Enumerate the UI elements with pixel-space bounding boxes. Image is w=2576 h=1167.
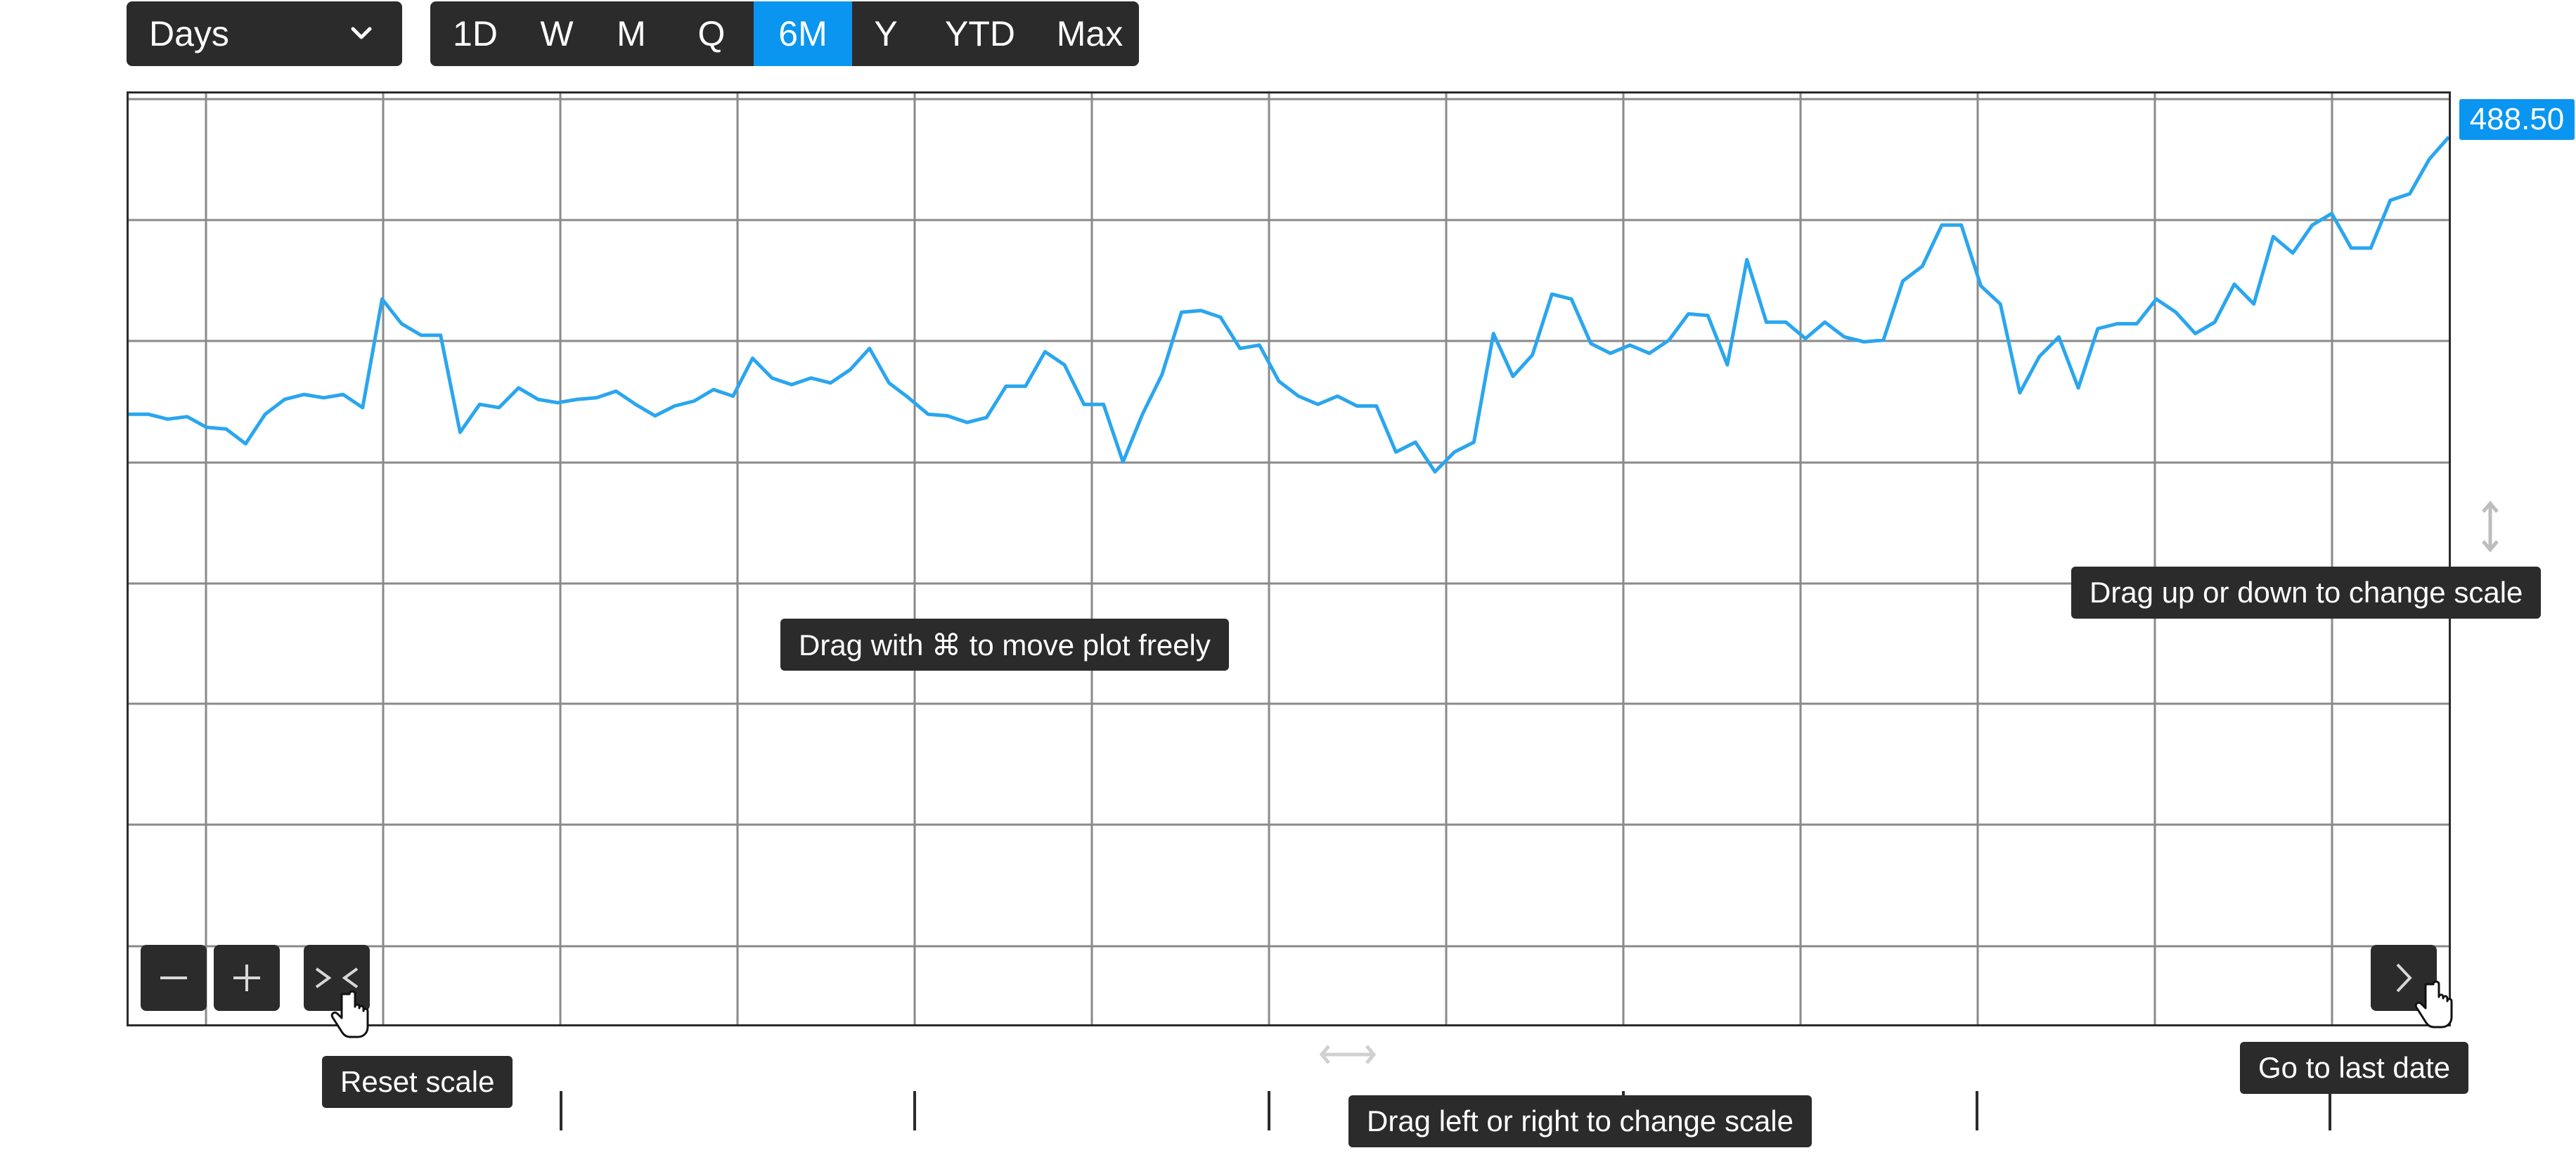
- x-scale-tooltip: Drag left or right to change scale: [1348, 1095, 1812, 1147]
- range-button-1d[interactable]: 1D: [430, 1, 520, 66]
- range-label: Max: [1056, 14, 1123, 53]
- range-button-w[interactable]: W: [520, 1, 593, 66]
- interval-select[interactable]: Days: [127, 1, 402, 66]
- price-chart: [129, 94, 2449, 1024]
- move-plot-tooltip: Drag with ⌘ to move plot freely: [780, 619, 1229, 671]
- tooltip-text: Reset scale: [340, 1065, 495, 1098]
- reset-scale-tooltip: Reset scale: [322, 1056, 513, 1108]
- last-price-value: 488.50: [2469, 102, 2565, 136]
- zoom-out-button[interactable]: [141, 945, 207, 1011]
- range-button-ytd[interactable]: YTD: [920, 1, 1041, 66]
- range-label: 6M: [778, 14, 827, 53]
- chevron-down-icon: [351, 27, 372, 39]
- range-label: Y: [874, 14, 898, 53]
- range-button-y[interactable]: Y: [852, 1, 920, 66]
- range-label: YTD: [945, 14, 1015, 53]
- range-selector: 1D W M Q 6M Y YTD Max: [430, 1, 1139, 66]
- hand-cursor-icon: [2414, 980, 2453, 1029]
- hand-cursor-icon: [330, 990, 369, 1038]
- x-axis-tick: [560, 1091, 562, 1130]
- reset-scale-button[interactable]: [304, 945, 370, 1011]
- x-axis-tick: [2329, 1091, 2331, 1130]
- tooltip-text: Drag left or right to change scale: [1367, 1104, 1793, 1137]
- zoom-in-button[interactable]: [214, 945, 280, 1011]
- x-axis-tick: [1976, 1091, 1978, 1130]
- last-date-tooltip: Go to last date: [2240, 1042, 2469, 1094]
- tooltip-text: Go to last date: [2258, 1051, 2451, 1084]
- minus-icon: [160, 976, 187, 979]
- last-price-label: 488.50: [2459, 99, 2575, 140]
- interval-select-value: Days: [149, 14, 229, 53]
- horizontal-resize-icon[interactable]: [1319, 1040, 1377, 1069]
- range-label: 1D: [453, 14, 498, 53]
- tooltip-text: Drag with ⌘ to move plot freely: [799, 628, 1211, 662]
- x-axis-tick: [1268, 1091, 1270, 1130]
- reset-scale-icon: [315, 967, 359, 988]
- vertical-resize-icon[interactable]: [2476, 501, 2504, 553]
- range-button-m[interactable]: M: [593, 1, 669, 66]
- chevron-right-icon: [2396, 963, 2412, 993]
- x-axis-tick: [913, 1091, 916, 1130]
- plot-area[interactable]: [127, 91, 2451, 1026]
- price-line: [129, 136, 2449, 474]
- range-label: W: [540, 14, 574, 53]
- tooltip-text: Drag up or down to change scale: [2089, 576, 2523, 609]
- range-label: M: [617, 14, 646, 53]
- y-scale-tooltip: Drag up or down to change scale: [2071, 567, 2542, 619]
- range-label: Q: [697, 14, 726, 53]
- range-button-max[interactable]: Max: [1041, 1, 1139, 66]
- range-button-6m[interactable]: 6M: [754, 1, 852, 66]
- range-button-q[interactable]: Q: [669, 1, 754, 66]
- plus-icon: [233, 965, 260, 991]
